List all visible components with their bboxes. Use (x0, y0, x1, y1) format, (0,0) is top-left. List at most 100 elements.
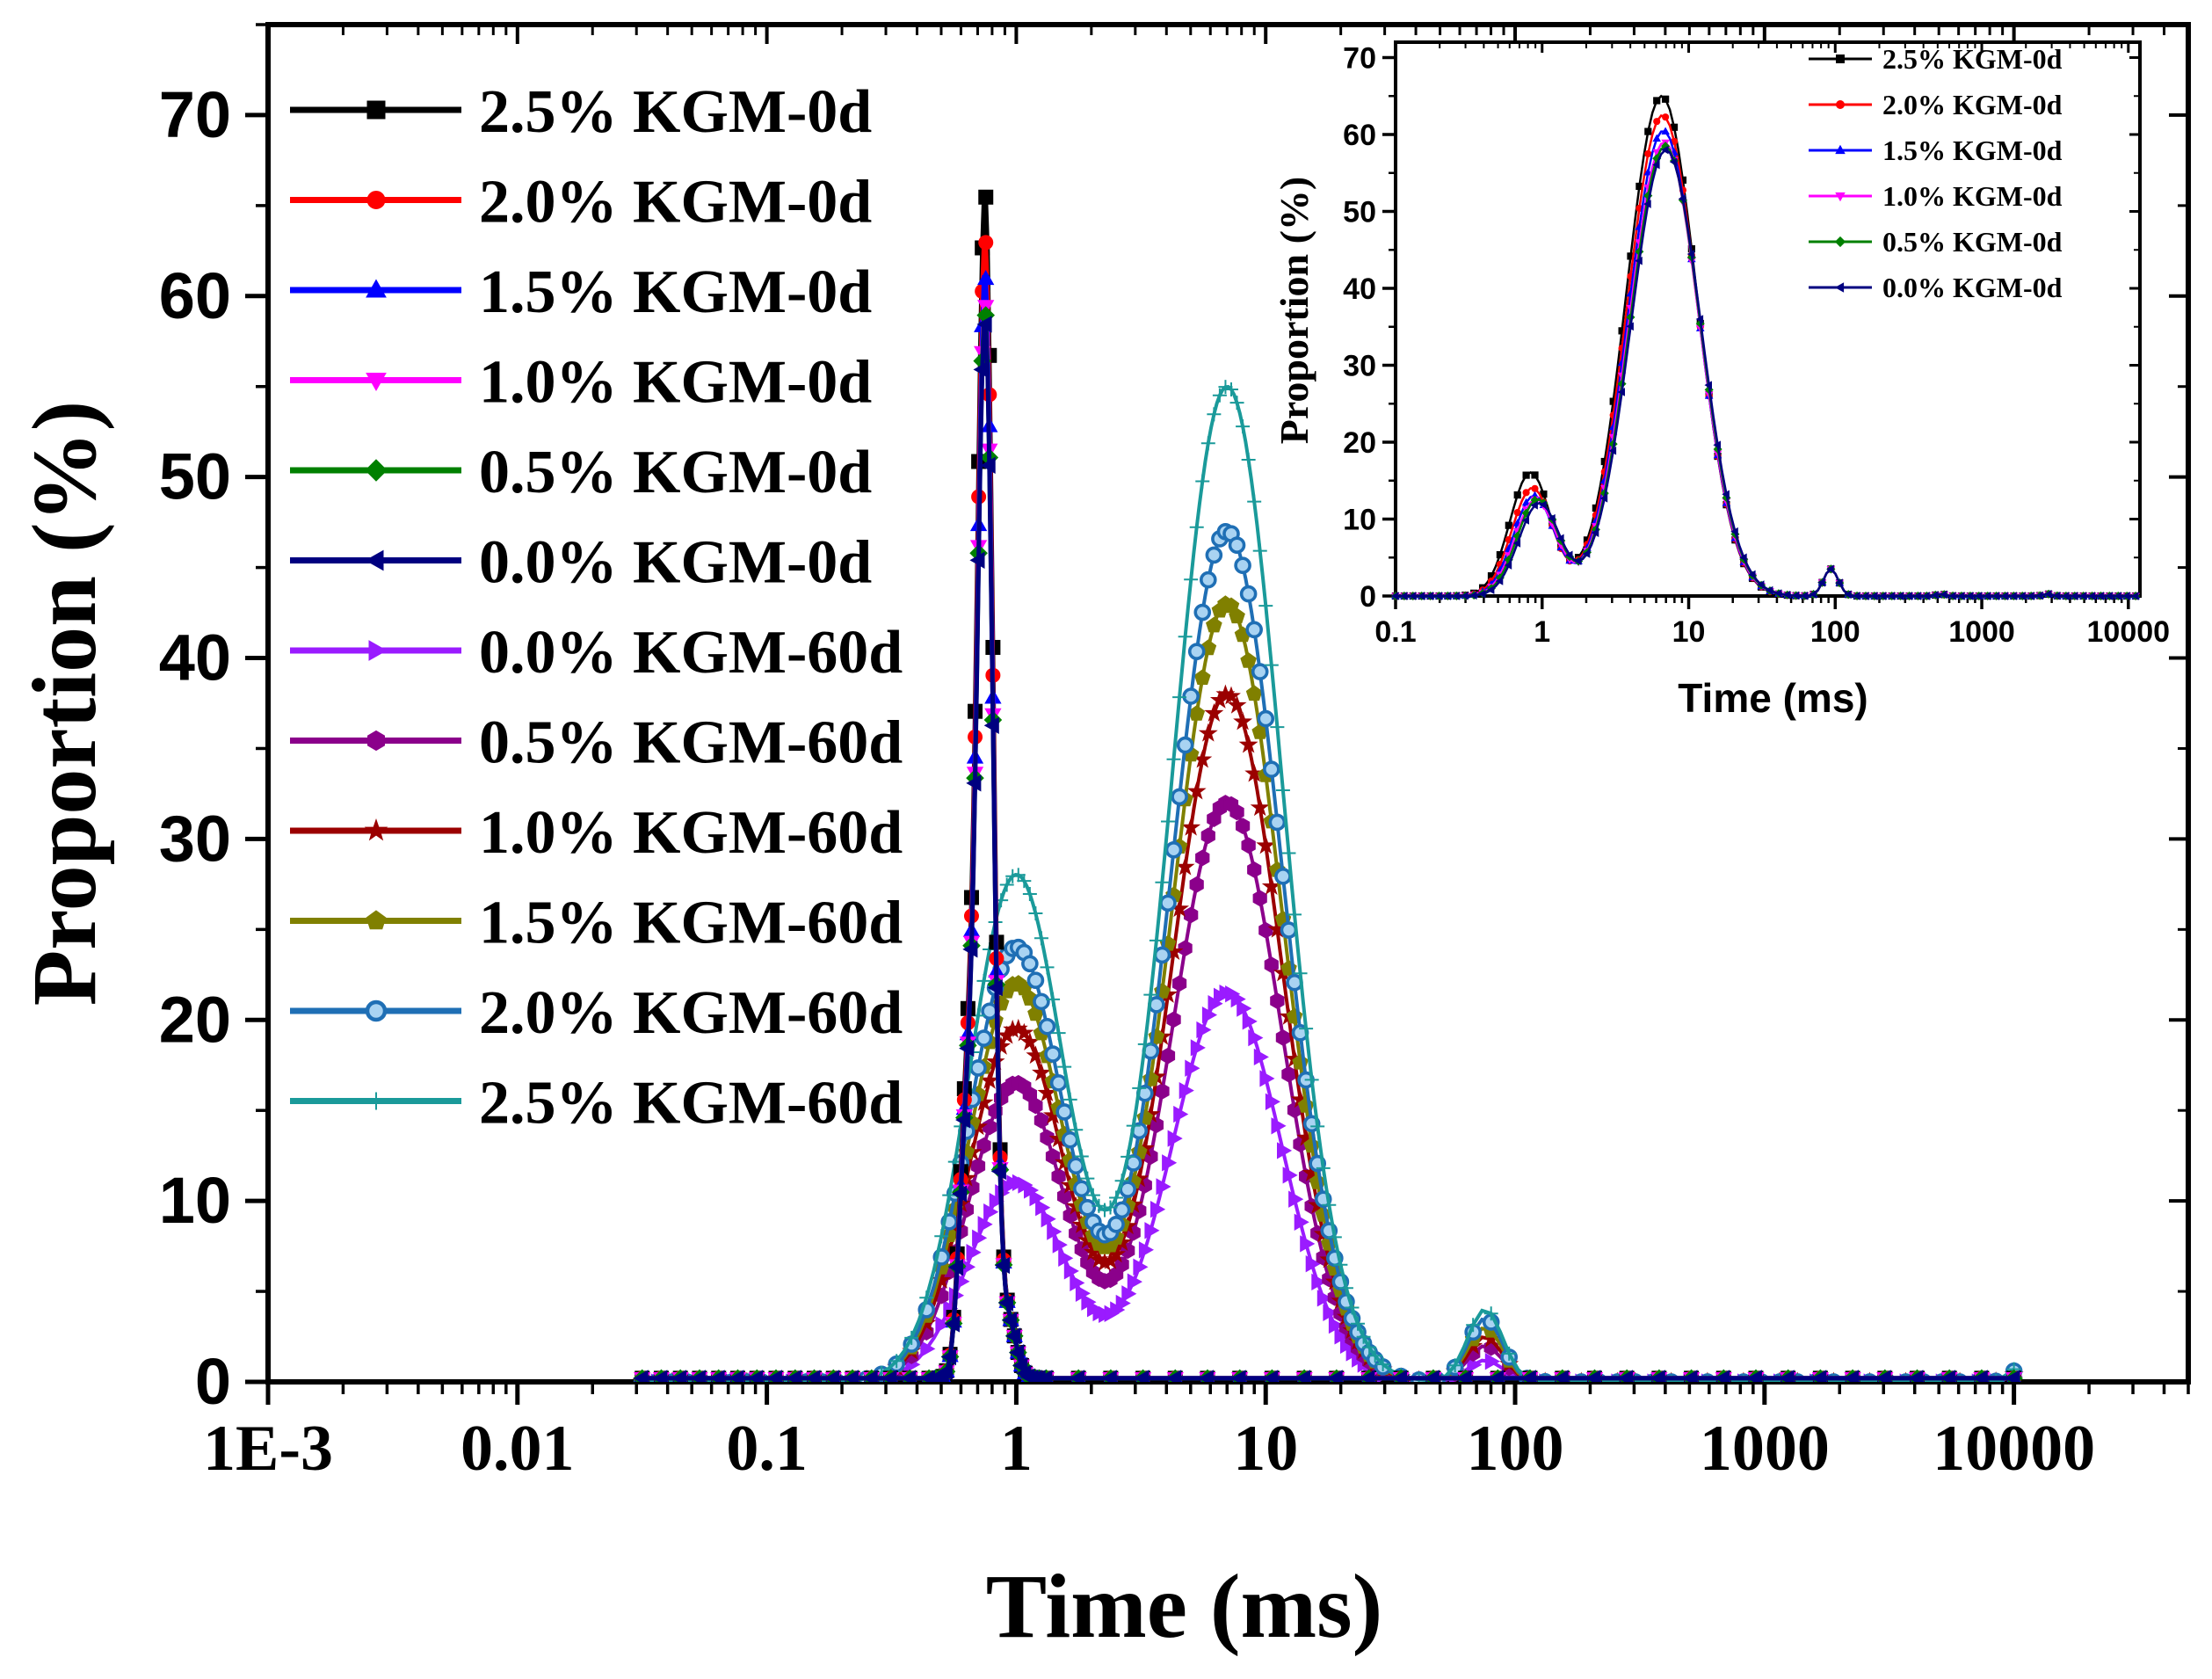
data-point (970, 1158, 986, 1174)
data-point (671, 1370, 687, 1382)
data-point (919, 1290, 934, 1305)
data-point (1001, 1312, 1018, 1329)
data-point (1270, 720, 1285, 735)
data-point (2034, 591, 2043, 600)
data-point (1189, 520, 1204, 534)
data-point (1682, 1370, 1698, 1382)
x-tick-label: 0.01 (461, 1413, 575, 1485)
data-point (1739, 553, 1747, 563)
data-point (1591, 528, 1599, 537)
data-point (1316, 1290, 1332, 1307)
data-point (1972, 1370, 1988, 1382)
data-point (1817, 578, 1825, 587)
data-point (2043, 590, 2052, 599)
data-point (1155, 875, 1170, 890)
data-point (955, 1111, 971, 1129)
data-point (1746, 1370, 1762, 1382)
data-point (1251, 663, 1269, 680)
inset-chart: 0.1 1 10 100 1000 10000 0 10 20 30 40 50 60 70 Time (m… (1272, 40, 2170, 721)
x-tick-label: 100 (1467, 1413, 1564, 1485)
data-point (1166, 1370, 1182, 1382)
data-point (947, 1258, 964, 1276)
data-point (1200, 571, 1217, 589)
data-point (1669, 157, 1678, 167)
data-point (980, 456, 996, 475)
data-point (1256, 835, 1276, 854)
data-point (1652, 134, 1662, 142)
data-point (1456, 1370, 1472, 1382)
legend-label: 2.5% KGM-60d (479, 1070, 903, 1138)
data-point (1327, 1370, 1343, 1382)
y-tick-label: 40 (159, 621, 231, 694)
data-point (1556, 534, 1564, 543)
data-point (1114, 1174, 1129, 1188)
data-point (1316, 1160, 1331, 1175)
data-point (1391, 1370, 1408, 1382)
data-point (1270, 992, 1285, 1009)
data-point (1236, 419, 1251, 434)
data-point (1585, 1370, 1601, 1382)
series-line (642, 991, 2015, 1382)
data-point (1173, 1105, 1189, 1123)
data-point (980, 1070, 1000, 1089)
data-point (786, 1370, 801, 1382)
data-point (1452, 592, 1460, 600)
data-point (1878, 592, 1887, 600)
data-point (1351, 1316, 1366, 1331)
series-00kgm-0d (633, 316, 2020, 1382)
data-point (1695, 315, 1704, 323)
legend-item: 1.5% KGM-0d (1809, 134, 2063, 166)
inset-series (1390, 145, 2139, 600)
data-point (368, 640, 388, 661)
data-point (1715, 1370, 1730, 1382)
data-point (1186, 781, 1207, 800)
data-point (1107, 1215, 1125, 1233)
legend-item: 0.0% KGM-0d (1809, 272, 2063, 303)
data-point (1205, 546, 1223, 564)
data-point (1765, 585, 1773, 595)
data-point (1653, 118, 1661, 126)
data-point (1182, 687, 1200, 705)
data-point (985, 1051, 1005, 1071)
data-point (1196, 1021, 1212, 1039)
y-tick-label: 70 (159, 78, 231, 151)
data-point (901, 1370, 917, 1382)
data-point (1033, 1112, 1049, 1129)
data-point (1258, 921, 1273, 939)
inset-legend: 2.5% KGM-0d 2.0% KGM-0d 1.5% KGM-0d 1.0% KG… (1809, 43, 2063, 303)
data-point (1434, 592, 1442, 600)
data-point (990, 1162, 1006, 1181)
y-tick-label: 50 (1343, 196, 1376, 229)
data-point (1149, 1116, 1164, 1134)
y-tick-label: 0 (1360, 580, 1376, 614)
data-point (1274, 868, 1292, 885)
data-point (1164, 840, 1183, 859)
data-point (1230, 1370, 1246, 1382)
data-point (1539, 500, 1547, 509)
data-point (1222, 686, 1241, 705)
data-point (1311, 1273, 1327, 1291)
data-point (1062, 1092, 1077, 1107)
data-point (1028, 1097, 1043, 1115)
data-point (1956, 592, 1965, 600)
data-point (766, 1370, 782, 1382)
data-point (983, 716, 999, 734)
data-point (1300, 1235, 1316, 1253)
data-point (976, 316, 992, 333)
data-point (937, 1363, 953, 1380)
legend-label: 2.0% KGM-60d (479, 979, 903, 1047)
data-point (1011, 868, 1026, 883)
data-point (2000, 592, 2008, 600)
data-point (1234, 556, 1251, 575)
data-point (1520, 1370, 1536, 1382)
data-point (1265, 1093, 1281, 1110)
data-point (1875, 1370, 1891, 1382)
data-point (935, 1316, 951, 1334)
legend-item: 0.5% KGM-60d (290, 709, 903, 777)
legend-label: 1.5% KGM-0d (479, 258, 872, 326)
data-point (1181, 817, 1201, 836)
data-point (1149, 933, 1164, 948)
data-point (1241, 453, 1256, 468)
legend-label: 0.0% KGM-0d (479, 529, 872, 597)
legend-label: 1.0% KGM-0d (479, 349, 872, 417)
